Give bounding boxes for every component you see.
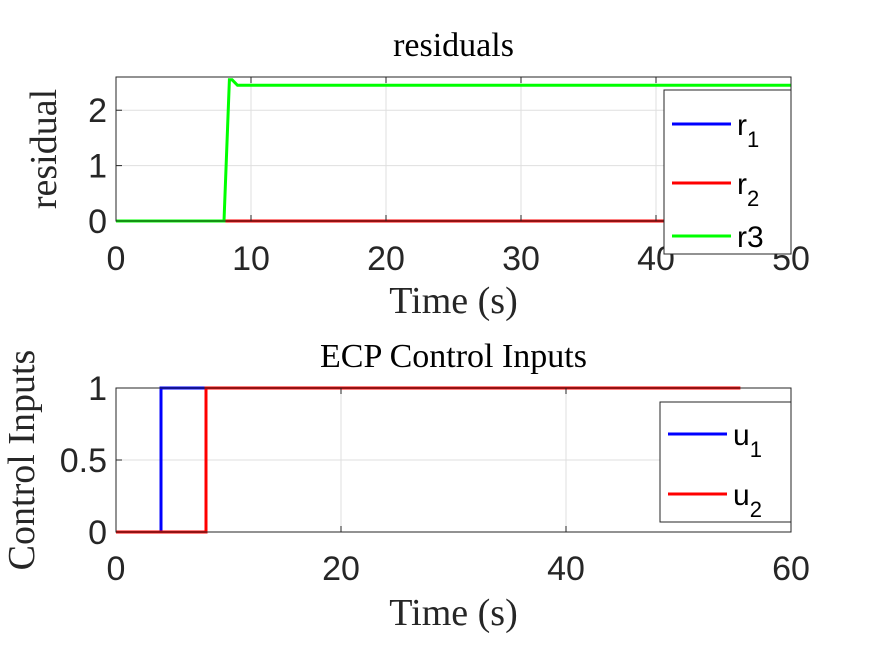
y-axis-label: residual	[23, 89, 65, 209]
legend-label-2: r3	[737, 221, 764, 254]
y-tick-label: 1	[88, 148, 107, 186]
legend-label-0: u1	[733, 419, 762, 462]
y-tick-label: 2	[88, 92, 107, 130]
legend-subscript: 1	[747, 127, 759, 152]
x-axis-label: Time (s)	[389, 280, 517, 322]
chart-title: residuals	[393, 27, 514, 64]
legend-subscript: 1	[750, 437, 762, 462]
chart-title: ECP Control Inputs	[320, 338, 587, 375]
x-tick-label: 20	[367, 240, 405, 278]
legend-box	[659, 401, 792, 523]
x-tick-label: 0	[107, 240, 126, 278]
y-axis-label: Control Inputs	[1, 350, 43, 571]
legend-name: r	[737, 109, 747, 142]
x-tick-label: 10	[232, 240, 270, 278]
x-tick-label: 40	[547, 550, 585, 588]
x-tick-label: 20	[322, 550, 360, 588]
legend-name: u	[733, 479, 750, 512]
x-tick-label: 0	[107, 550, 126, 588]
legend-subscript: 2	[750, 497, 762, 522]
legend-name: r3	[737, 221, 764, 254]
y-tick-label: 1	[88, 370, 107, 408]
legend-name: r	[737, 168, 747, 201]
legend-subscript: 2	[747, 186, 759, 211]
legend-label-0: r1	[737, 109, 759, 152]
legend-name: u	[733, 419, 750, 452]
legend-label-1: r2	[737, 168, 759, 211]
y-tick-label: 0	[88, 514, 107, 552]
x-tick-label: 30	[502, 240, 540, 278]
y-tick-label: 0	[88, 203, 107, 241]
legend-label-1: u2	[733, 479, 762, 522]
x-tick-label: 60	[772, 550, 810, 588]
x-axis-label: Time (s)	[389, 592, 517, 634]
y-tick-label: 0.5	[60, 442, 107, 480]
legend-box	[663, 89, 792, 255]
